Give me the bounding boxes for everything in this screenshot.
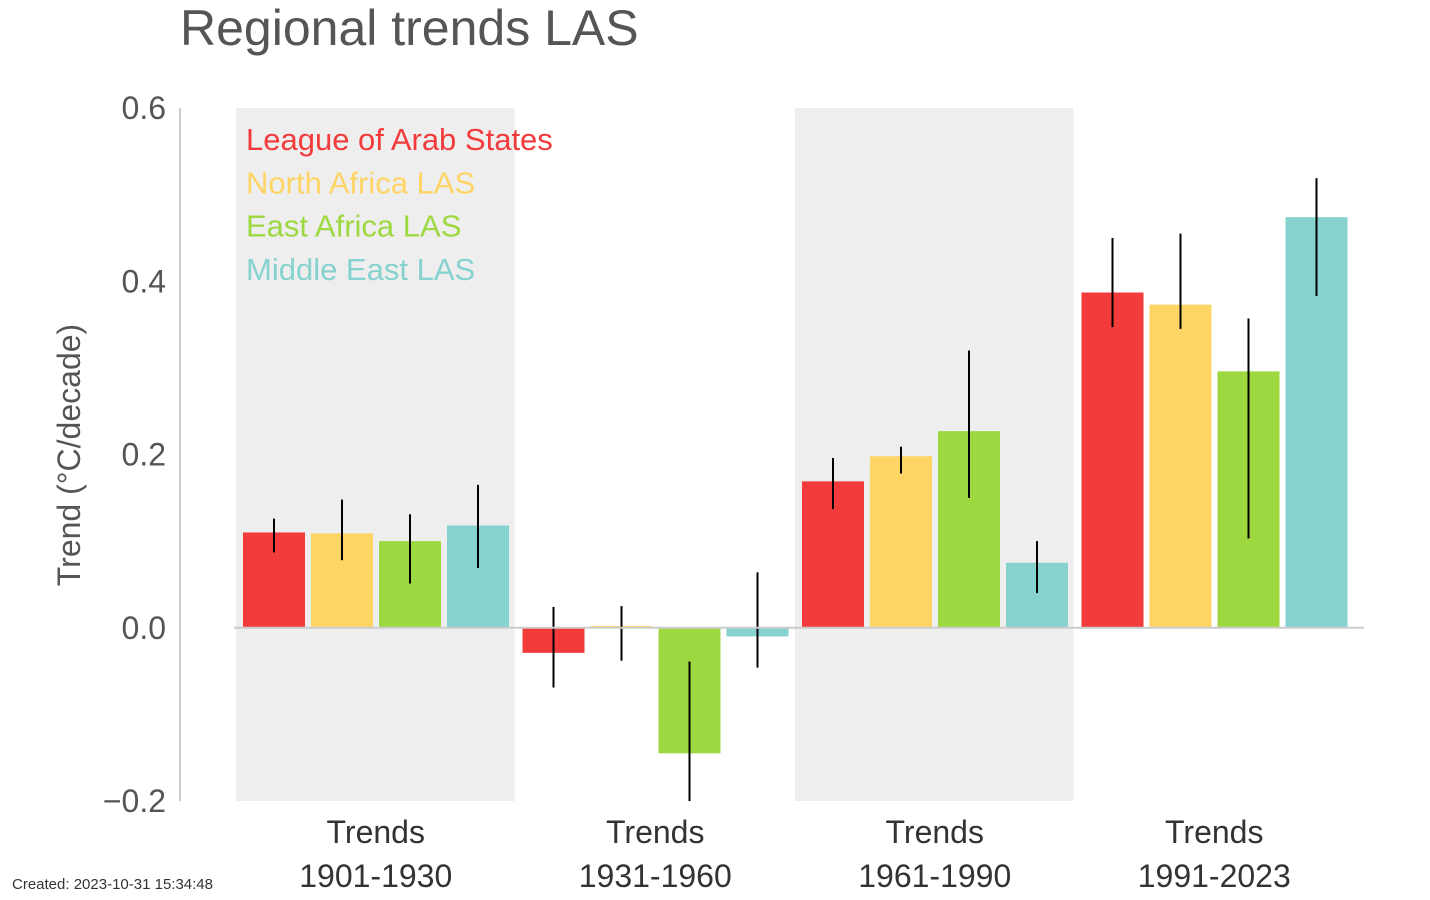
- created-timestamp: Created: 2023-10-31 15:34:48: [12, 876, 213, 893]
- legend-entry: East Africa LAS: [246, 209, 461, 244]
- y-tick-label: −0.2: [103, 783, 166, 819]
- y-tick-labels: −0.2 0.0 0.2 0.4 0.6: [103, 90, 166, 819]
- y-tick-label: 0.6: [122, 90, 166, 126]
- error-bars: [273, 178, 1318, 801]
- shaded-period-bands: [236, 108, 1074, 801]
- bar: [1081, 292, 1144, 628]
- y-tick-label: 0.4: [122, 263, 166, 299]
- legend-entry: North Africa LAS: [246, 165, 475, 200]
- x-category-label-line2: 1991-2023: [1138, 858, 1291, 894]
- legend-entry: Middle East LAS: [246, 252, 475, 287]
- x-category-label-line1: Trends: [886, 814, 984, 850]
- y-tick-label: 0.2: [122, 437, 166, 473]
- legend: League of Arab States North Africa LAS Eas…: [246, 122, 553, 287]
- x-category-label-line2: 1901-1930: [299, 858, 452, 894]
- x-category-label-line2: 1961-1990: [858, 858, 1011, 894]
- legend-entry: League of Arab States: [246, 122, 553, 157]
- chart-title: Regional trends LAS: [180, 0, 639, 56]
- x-category-label-line1: Trends: [1165, 814, 1263, 850]
- x-category-label-line1: Trends: [327, 814, 425, 850]
- bar: [870, 456, 932, 628]
- x-category-label-line2: 1931-1960: [579, 858, 732, 894]
- x-category-labels: Trends 1901-1930 Trends 1931-1960 Trends 1961…: [299, 814, 1291, 894]
- shaded-band-2: [795, 108, 1074, 801]
- shaded-band-0: [236, 108, 515, 801]
- x-category-label-line1: Trends: [606, 814, 704, 850]
- bar: [1149, 304, 1212, 628]
- y-axis-label: Trend (°C/decade): [51, 324, 87, 586]
- y-tick-label: 0.0: [122, 610, 166, 646]
